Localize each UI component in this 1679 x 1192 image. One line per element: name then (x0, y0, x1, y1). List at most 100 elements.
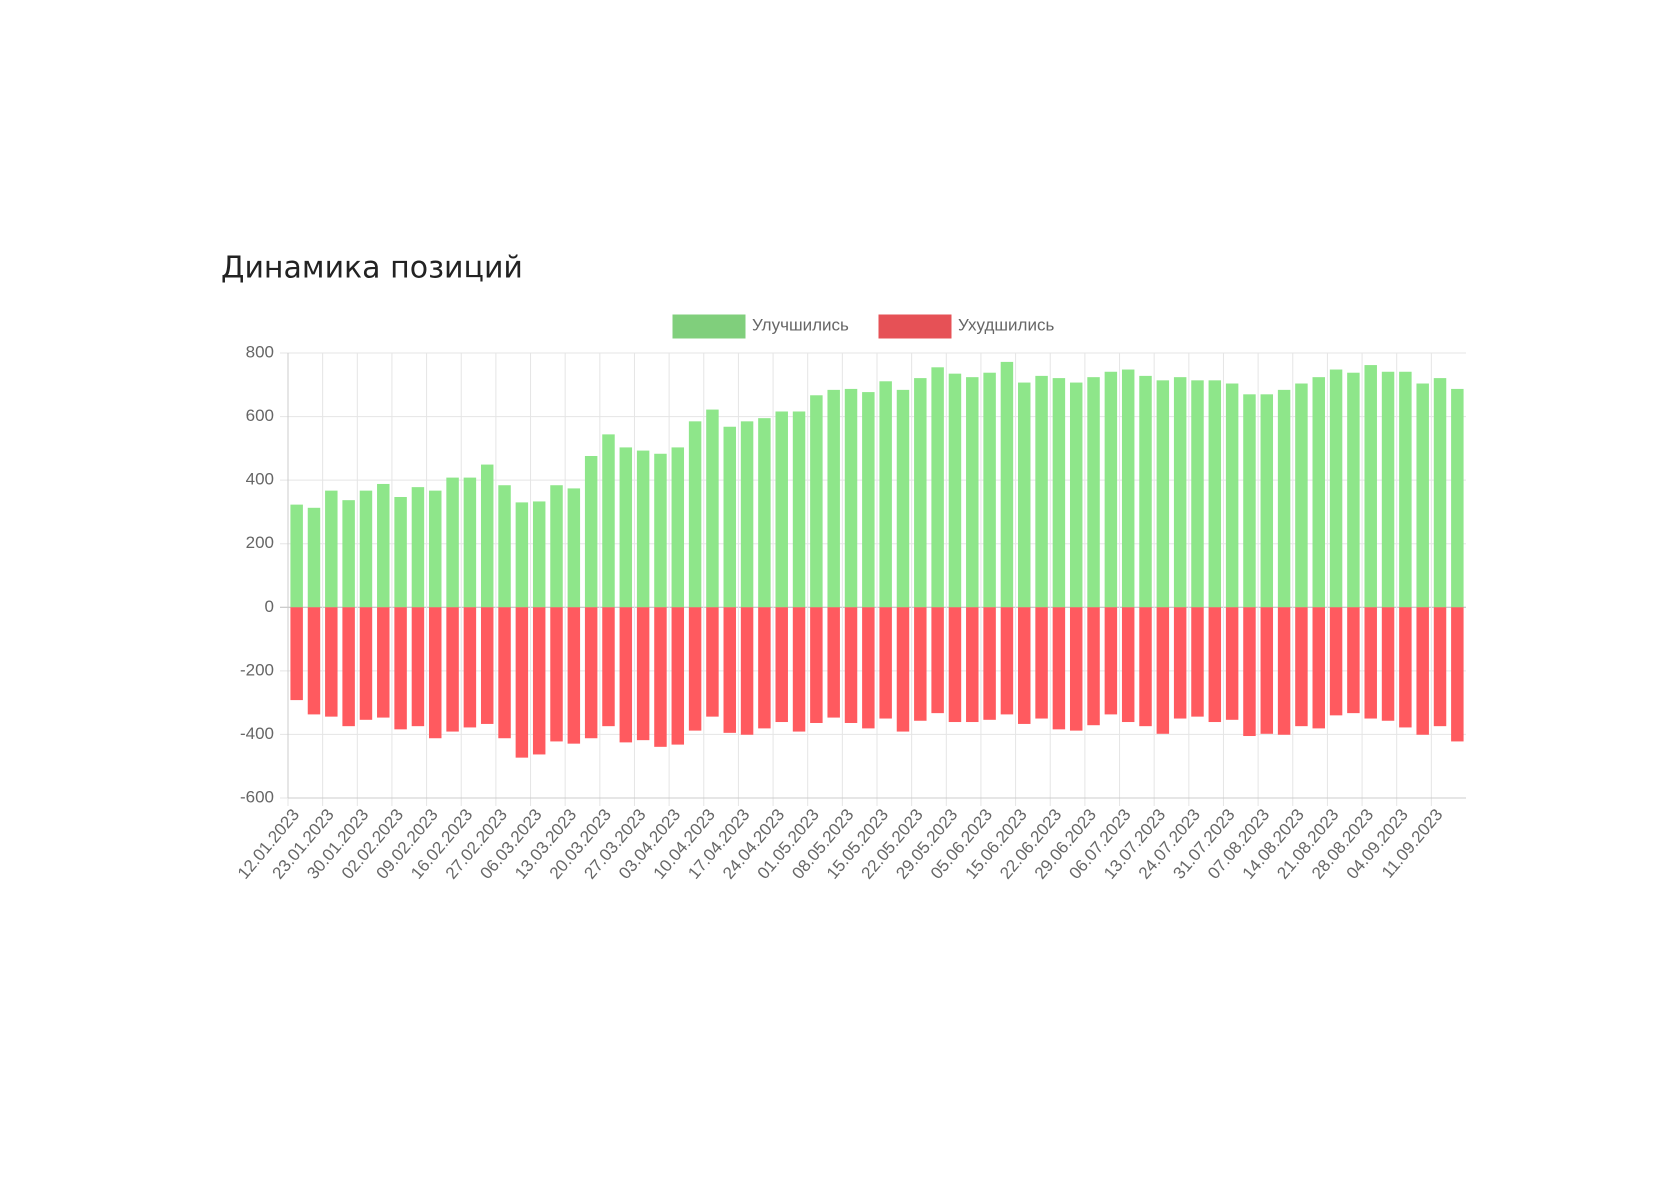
bar (966, 607, 979, 723)
bar (307, 507, 321, 608)
bar (688, 421, 702, 608)
bar (879, 381, 892, 608)
bar (723, 607, 736, 733)
bar (584, 455, 598, 608)
bar (429, 607, 442, 739)
bar (948, 607, 962, 723)
bar (931, 367, 944, 608)
bar (983, 372, 996, 608)
bar (1260, 394, 1274, 608)
bar (394, 607, 407, 730)
bar (1347, 607, 1360, 714)
y-tick-label: 0 (265, 597, 274, 616)
bar (827, 607, 840, 718)
bar (619, 607, 633, 743)
bar (1381, 371, 1395, 608)
bar (1000, 361, 1014, 608)
bar (411, 607, 425, 727)
bar (359, 490, 373, 608)
bar (1399, 607, 1412, 728)
bar (532, 607, 546, 755)
bar (342, 607, 355, 727)
bar (1260, 607, 1274, 734)
y-tick-label: -200 (240, 660, 274, 679)
bar (1156, 380, 1170, 608)
bar (377, 483, 390, 608)
bar (429, 490, 442, 608)
bar (1364, 607, 1377, 719)
bar (602, 434, 615, 608)
bar (966, 377, 979, 608)
bar (480, 607, 494, 724)
bar (290, 504, 303, 608)
bar (307, 607, 321, 715)
bar (1018, 607, 1031, 724)
bar (671, 447, 685, 608)
bar (550, 485, 563, 608)
bar (1329, 369, 1343, 608)
bar (706, 607, 719, 717)
bar (740, 607, 754, 735)
bar (1364, 365, 1377, 608)
bar (1381, 607, 1395, 721)
bar (1416, 607, 1429, 735)
bar (480, 464, 494, 608)
bar (1173, 607, 1187, 719)
bar (1121, 369, 1135, 608)
bar (1277, 607, 1291, 735)
bar (654, 607, 667, 747)
bar (1225, 383, 1239, 608)
bar (654, 453, 667, 608)
y-tick-label: -400 (240, 724, 274, 743)
legend-label: Ухудшились (958, 315, 1054, 334)
bar (463, 607, 477, 728)
bar (446, 607, 459, 732)
bar (1156, 607, 1170, 734)
bar (1433, 607, 1447, 727)
bar (792, 607, 806, 732)
bar (844, 607, 858, 723)
bar (584, 607, 598, 739)
bar (879, 607, 892, 719)
bar (740, 421, 754, 608)
bar (1208, 607, 1222, 723)
bar (810, 395, 823, 608)
bar (758, 418, 771, 608)
y-tick-label: 800 (246, 342, 274, 361)
y-tick-label: 200 (246, 533, 274, 552)
bar (1416, 383, 1429, 608)
bar (914, 607, 927, 721)
bar (636, 450, 650, 608)
chart-title: Динамика позиций (221, 251, 523, 286)
bar (1087, 377, 1100, 608)
bar (688, 607, 702, 731)
legend-swatch (878, 314, 952, 339)
bar (359, 607, 373, 720)
bar (1139, 375, 1152, 608)
legend-label: Улучшились (752, 315, 849, 334)
bar (862, 607, 875, 729)
bar (1243, 394, 1256, 608)
bar (775, 411, 788, 608)
bar (498, 485, 511, 608)
bar (602, 607, 615, 727)
bar (1347, 372, 1360, 608)
bar (325, 490, 338, 608)
bar (325, 607, 338, 717)
bar (1052, 607, 1066, 730)
bar (1451, 607, 1464, 742)
bar (1312, 377, 1325, 608)
bar (636, 607, 650, 741)
bar (342, 500, 355, 608)
bar (948, 373, 962, 608)
bar (723, 426, 736, 608)
bar (983, 607, 996, 720)
bar (498, 607, 511, 739)
bar (463, 477, 477, 608)
bar (550, 607, 563, 742)
bar (1000, 607, 1014, 715)
bar (1277, 389, 1291, 608)
bar (1295, 607, 1308, 727)
bar (1139, 607, 1152, 727)
